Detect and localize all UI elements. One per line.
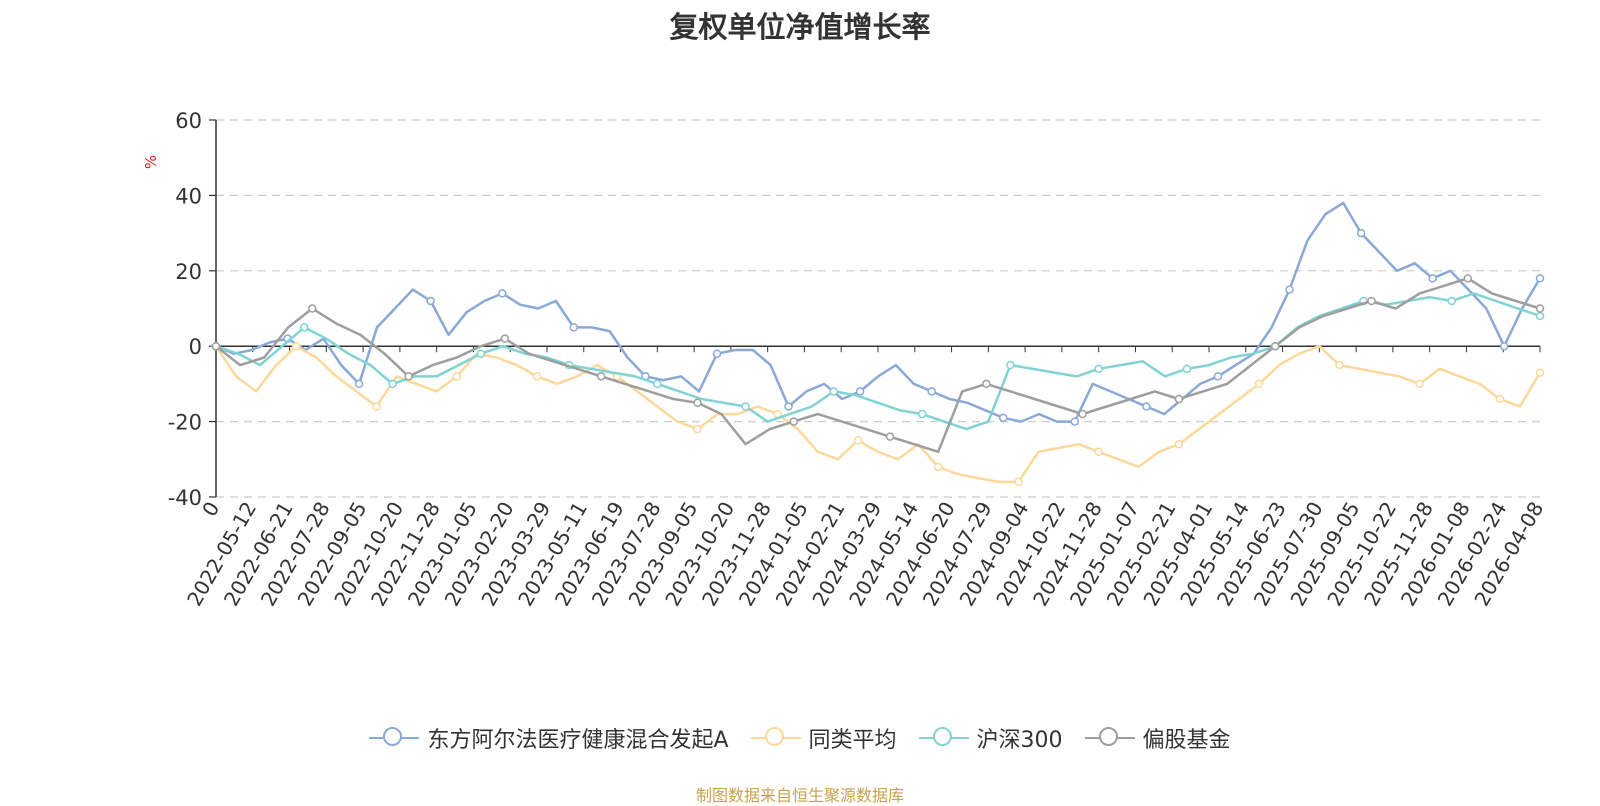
x-tick-label: 0 (197, 498, 224, 521)
chart-title: 复权单位净值增长率 (669, 10, 931, 44)
series-line-3 (215, 277, 1541, 454)
series-point (1535, 368, 1545, 377)
series-point (1335, 360, 1344, 370)
series-point (498, 289, 507, 298)
series-point (712, 349, 722, 358)
series-point (569, 323, 579, 332)
series-point (653, 379, 662, 389)
legend: 东方阿尔法医疗健康混合发起A 同类平均 沪深300 偏股基金 (0, 722, 1600, 754)
y-tick-label: 40 (175, 184, 202, 208)
series-point (1367, 296, 1376, 306)
series-line-0 (215, 201, 1542, 423)
series-point (1014, 477, 1023, 487)
legend-marker-icon (1084, 726, 1135, 750)
series-point (933, 462, 943, 472)
legend-marker-icon (750, 726, 801, 750)
series-line-1 (214, 344, 1542, 484)
series-point (693, 398, 702, 407)
axis-layer: 6040200-20-4002022-05-122022-06-212022-0… (168, 109, 1549, 610)
series-point (1270, 341, 1280, 351)
series-point (1499, 341, 1509, 351)
series-point (308, 304, 317, 313)
grid-layer (216, 119, 1540, 498)
legend-marker-icon (918, 726, 969, 750)
series-point (1285, 285, 1294, 294)
series-point (1254, 379, 1264, 389)
series-point (741, 402, 750, 411)
series-point (388, 379, 397, 389)
series-point (476, 349, 486, 358)
series-point (1463, 274, 1473, 283)
series-point (784, 402, 793, 411)
series-point (829, 387, 839, 396)
series-point (1535, 274, 1545, 283)
legend-label: 东方阿尔法医疗健康混合发起A (427, 728, 729, 753)
series-point (1415, 379, 1424, 389)
series-point (853, 436, 863, 445)
series-point (1428, 274, 1437, 283)
series-point (789, 417, 798, 426)
y-tick-label: 60 (175, 109, 202, 133)
series-point (372, 402, 381, 411)
series-point (998, 413, 1008, 423)
series-point (982, 379, 991, 389)
series-point (1182, 364, 1192, 374)
series-point (1535, 311, 1545, 321)
series-point (1213, 372, 1223, 381)
source-note: 制图数据来自恒生聚源数据库 (695, 786, 904, 805)
series-point (855, 387, 865, 396)
series-point (300, 323, 309, 332)
series-point (885, 432, 895, 441)
legend-item-1[interactable]: 同类平均 (750, 722, 897, 754)
chart-plot: 6040200-20-4002022-05-122022-06-212022-0… (142, 109, 1549, 610)
series-point (532, 372, 542, 381)
y-tick-label: -40 (168, 486, 202, 510)
legend-marker-icon (369, 726, 420, 750)
series-point (1174, 439, 1184, 449)
series-layer (211, 201, 1545, 487)
y-tick-label: 20 (175, 260, 202, 284)
y-tick-label: 0 (189, 335, 202, 359)
series-point (1174, 394, 1184, 404)
series-point (1078, 409, 1087, 419)
series-point (1447, 296, 1456, 306)
y-axis-label: % (142, 155, 160, 169)
y-tick-label: -20 (168, 411, 202, 435)
series-point (1356, 228, 1366, 238)
legend-label: 同类平均 (808, 728, 897, 753)
series-point (426, 296, 435, 306)
series-point (1142, 402, 1151, 411)
series-line-2 (215, 292, 1541, 431)
series-point (917, 409, 927, 419)
series-point (1006, 360, 1015, 370)
legend-item-2[interactable]: 沪深300 (918, 722, 1063, 754)
series-point (452, 372, 461, 381)
legend-item-0[interactable]: 东方阿尔法医疗健康混合发起A (369, 722, 729, 754)
series-point (596, 372, 606, 381)
legend-label: 偏股基金 (1142, 728, 1231, 753)
series-point (211, 341, 221, 351)
series-point (404, 372, 413, 381)
legend-item-3[interactable]: 偏股基金 (1084, 722, 1231, 754)
series-point (500, 334, 510, 343)
series-point (291, 341, 301, 351)
series-point (1094, 447, 1103, 457)
series-point (354, 379, 364, 389)
series-point (1495, 394, 1505, 404)
legend-label: 沪深300 (976, 728, 1063, 753)
series-point (1070, 417, 1080, 426)
series-point (927, 387, 936, 396)
series-point (693, 424, 702, 434)
series-point (1535, 304, 1545, 313)
series-point (1094, 364, 1103, 374)
